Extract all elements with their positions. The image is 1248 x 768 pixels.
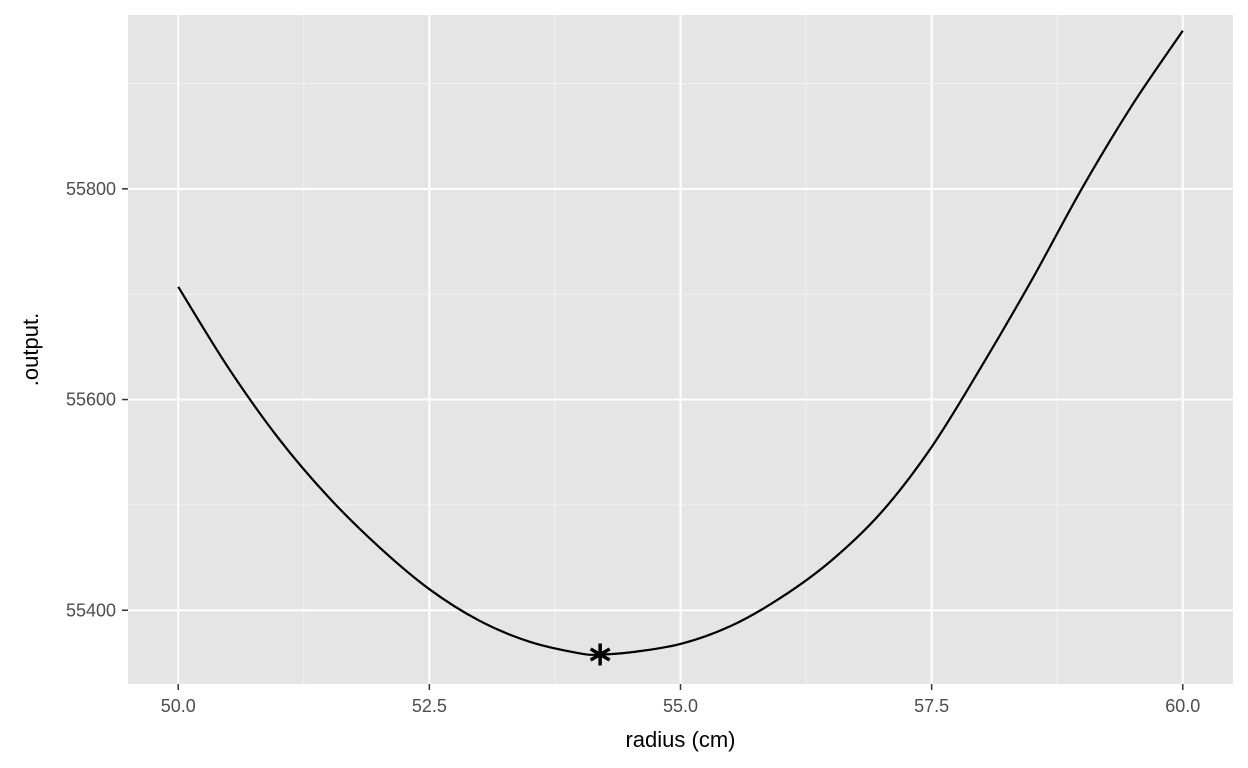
x-tick-label: 50.0 (161, 696, 196, 716)
major-gridlines (128, 15, 1233, 684)
y-tick-label: 55800 (66, 179, 116, 199)
marker-layer (589, 643, 611, 666)
y-tick-label: 55400 (66, 600, 116, 620)
x-tick-label: 52.5 (412, 696, 447, 716)
x-tick-label: 55.0 (663, 696, 698, 716)
series-line-0 (177, 30, 1184, 656)
x-tick-label: 60.0 (1165, 696, 1200, 716)
asterisk-stroke (589, 647, 611, 662)
x-tick-label: 57.5 (914, 696, 949, 716)
x-axis-title: radius (cm) (625, 727, 735, 752)
y-tick-label: 55600 (66, 390, 116, 410)
y-axis: 55400 55600 55800 (66, 179, 128, 620)
x-axis: 50.0 52.5 55.0 57.5 60.0 (161, 684, 1200, 716)
series-layer (177, 30, 1184, 656)
y-axis-title: .output. (18, 313, 43, 386)
minimum-point-marker (589, 643, 611, 666)
